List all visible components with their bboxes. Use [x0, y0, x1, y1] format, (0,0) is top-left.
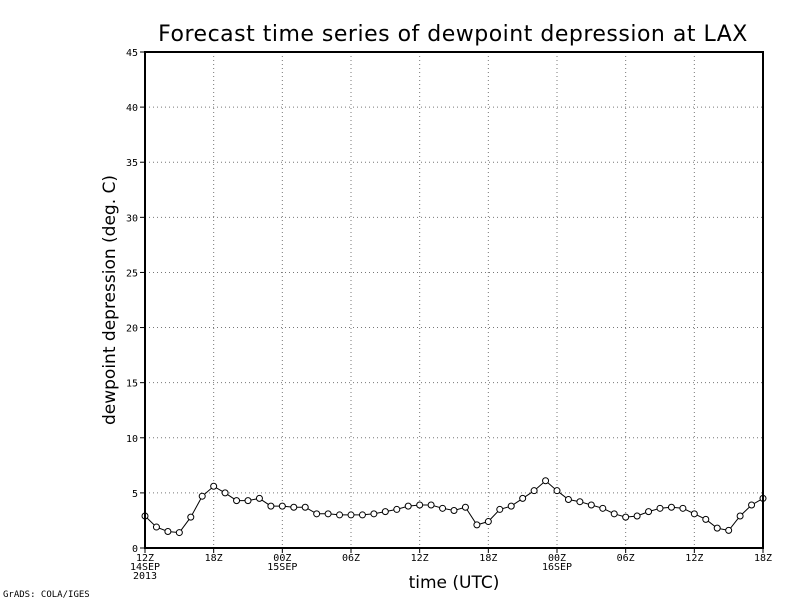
- data-point: [576, 498, 584, 506]
- x-tick-label: 00Z: [273, 553, 291, 564]
- data-point: [233, 497, 241, 505]
- y-tick-label: 15: [126, 379, 138, 390]
- data-point: [324, 510, 332, 518]
- x-tick-label: 15SEP: [267, 562, 297, 573]
- data-point: [553, 487, 561, 495]
- x-tick-label: 14SEP: [130, 562, 160, 573]
- data-point: [358, 511, 366, 519]
- x-tick-label: 2013: [133, 571, 157, 582]
- y-axis-label: dewpoint depression (deg. C): [100, 175, 120, 425]
- y-tick-label: 0: [132, 544, 138, 555]
- data-point: [152, 523, 160, 531]
- data-point: [347, 511, 355, 519]
- data-point: [564, 496, 572, 504]
- credit-text: GrADS: COLA/IGES: [3, 590, 90, 600]
- data-point: [255, 494, 263, 502]
- data-point: [175, 529, 183, 537]
- data-point: [267, 502, 275, 510]
- data-point: [336, 511, 344, 519]
- data-point: [450, 507, 458, 515]
- data-point: [313, 510, 321, 518]
- x-tick-label: 06Z: [342, 553, 360, 564]
- y-tick-label: 35: [126, 158, 138, 169]
- y-tick-label: 10: [126, 434, 138, 445]
- y-axis-ticks: 0 5 10 15 20 25 30 35 40 45: [126, 48, 145, 555]
- x-tick-label: 12Z: [685, 553, 703, 564]
- data-point: [690, 510, 698, 518]
- data-point: [473, 521, 481, 529]
- data-point: [484, 518, 492, 526]
- x-tick-label: 18Z: [479, 553, 497, 564]
- data-point: [496, 505, 504, 513]
- data-point: [244, 497, 252, 505]
- data-point: [748, 501, 756, 509]
- data-point: [519, 494, 527, 502]
- y-tick-label: 25: [126, 268, 138, 279]
- data-point: [164, 527, 172, 535]
- data-point: [542, 477, 550, 485]
- data-point: [713, 524, 721, 532]
- data-point: [736, 512, 744, 520]
- data-point: [278, 502, 286, 510]
- data-point: [221, 489, 229, 497]
- data-point: [725, 526, 733, 534]
- chart-title: Forecast time series of dewpoint depress…: [158, 22, 748, 47]
- x-tick-label: 18Z: [205, 553, 223, 564]
- data-points: [141, 477, 767, 537]
- x-tick-label: 16SEP: [542, 562, 572, 573]
- data-point: [416, 501, 424, 509]
- y-tick-label: 5: [132, 489, 138, 500]
- x-tick-label: 00Z: [548, 553, 566, 564]
- data-point: [210, 482, 218, 490]
- plot-frame: [144, 51, 764, 549]
- data-point: [656, 504, 664, 512]
- data-point: [507, 502, 515, 510]
- y-tick-label: 20: [126, 324, 138, 335]
- x-tick-label: 12Z: [411, 553, 429, 564]
- data-point: [645, 508, 653, 516]
- y-tick-label: 45: [126, 48, 138, 59]
- data-point: [187, 513, 195, 521]
- data-point: [301, 503, 309, 511]
- data-point: [393, 505, 401, 513]
- data-point: [439, 504, 447, 512]
- data-point: [404, 502, 412, 510]
- data-point: [427, 501, 435, 509]
- data-point: [599, 504, 607, 512]
- data-point: [198, 492, 206, 500]
- x-tick-label: 18Z: [754, 553, 772, 564]
- data-point: [461, 503, 469, 511]
- x-tick-label: 06Z: [617, 553, 635, 564]
- x-axis-label: time (UTC): [409, 573, 500, 593]
- data-point: [610, 510, 618, 518]
- data-point: [587, 501, 595, 509]
- grid: [145, 52, 763, 548]
- y-tick-label: 40: [126, 103, 138, 114]
- data-point: [633, 512, 641, 520]
- data-point: [702, 515, 710, 523]
- data-point: [370, 510, 378, 518]
- data-point: [381, 508, 389, 516]
- data-point: [530, 487, 538, 495]
- data-point: [679, 504, 687, 512]
- y-tick-label: 30: [126, 213, 138, 224]
- data-point: [667, 503, 675, 511]
- data-point: [290, 503, 298, 511]
- data-point: [622, 513, 630, 521]
- x-tick-label: 12Z: [136, 553, 154, 564]
